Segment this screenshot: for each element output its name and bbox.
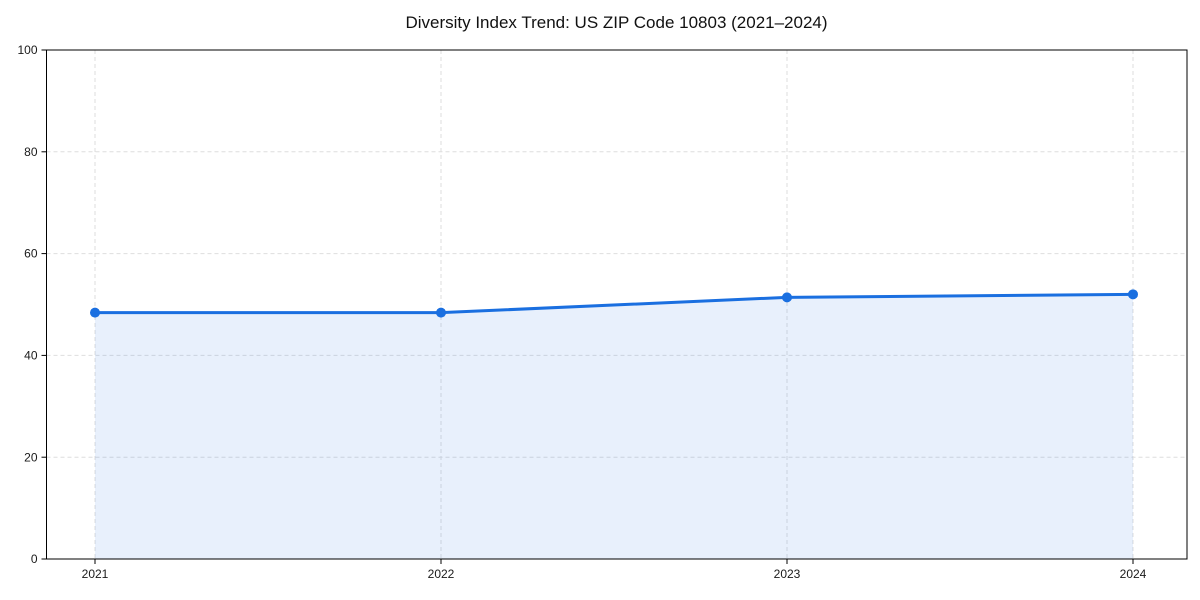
x-tick-label-2024: 2024 — [1120, 567, 1147, 581]
y-tick-label-60: 60 — [24, 247, 38, 261]
x-tick-label-2022: 2022 — [428, 567, 455, 581]
y-tick-label-80: 80 — [24, 145, 38, 159]
x-tick-label-2023: 2023 — [774, 567, 801, 581]
plot-border — [46, 49, 1188, 560]
data-point-2021 — [90, 307, 100, 318]
area-fill — [95, 294, 1133, 559]
trend-line — [93, 292, 1135, 315]
y-tick-label-0: 0 — [31, 552, 38, 566]
y-tick-label-100: 100 — [17, 43, 37, 57]
y-tick-label-20: 20 — [24, 450, 38, 464]
chart-title: Diversity Index Trend: US ZIP Code 10803… — [405, 13, 828, 32]
data-point-2024 — [1128, 289, 1138, 300]
data-point-2023 — [782, 292, 792, 303]
y-tick-label-40: 40 — [24, 348, 38, 362]
data-point-2022 — [436, 307, 446, 318]
x-tick-label-2021: 2021 — [82, 567, 109, 581]
